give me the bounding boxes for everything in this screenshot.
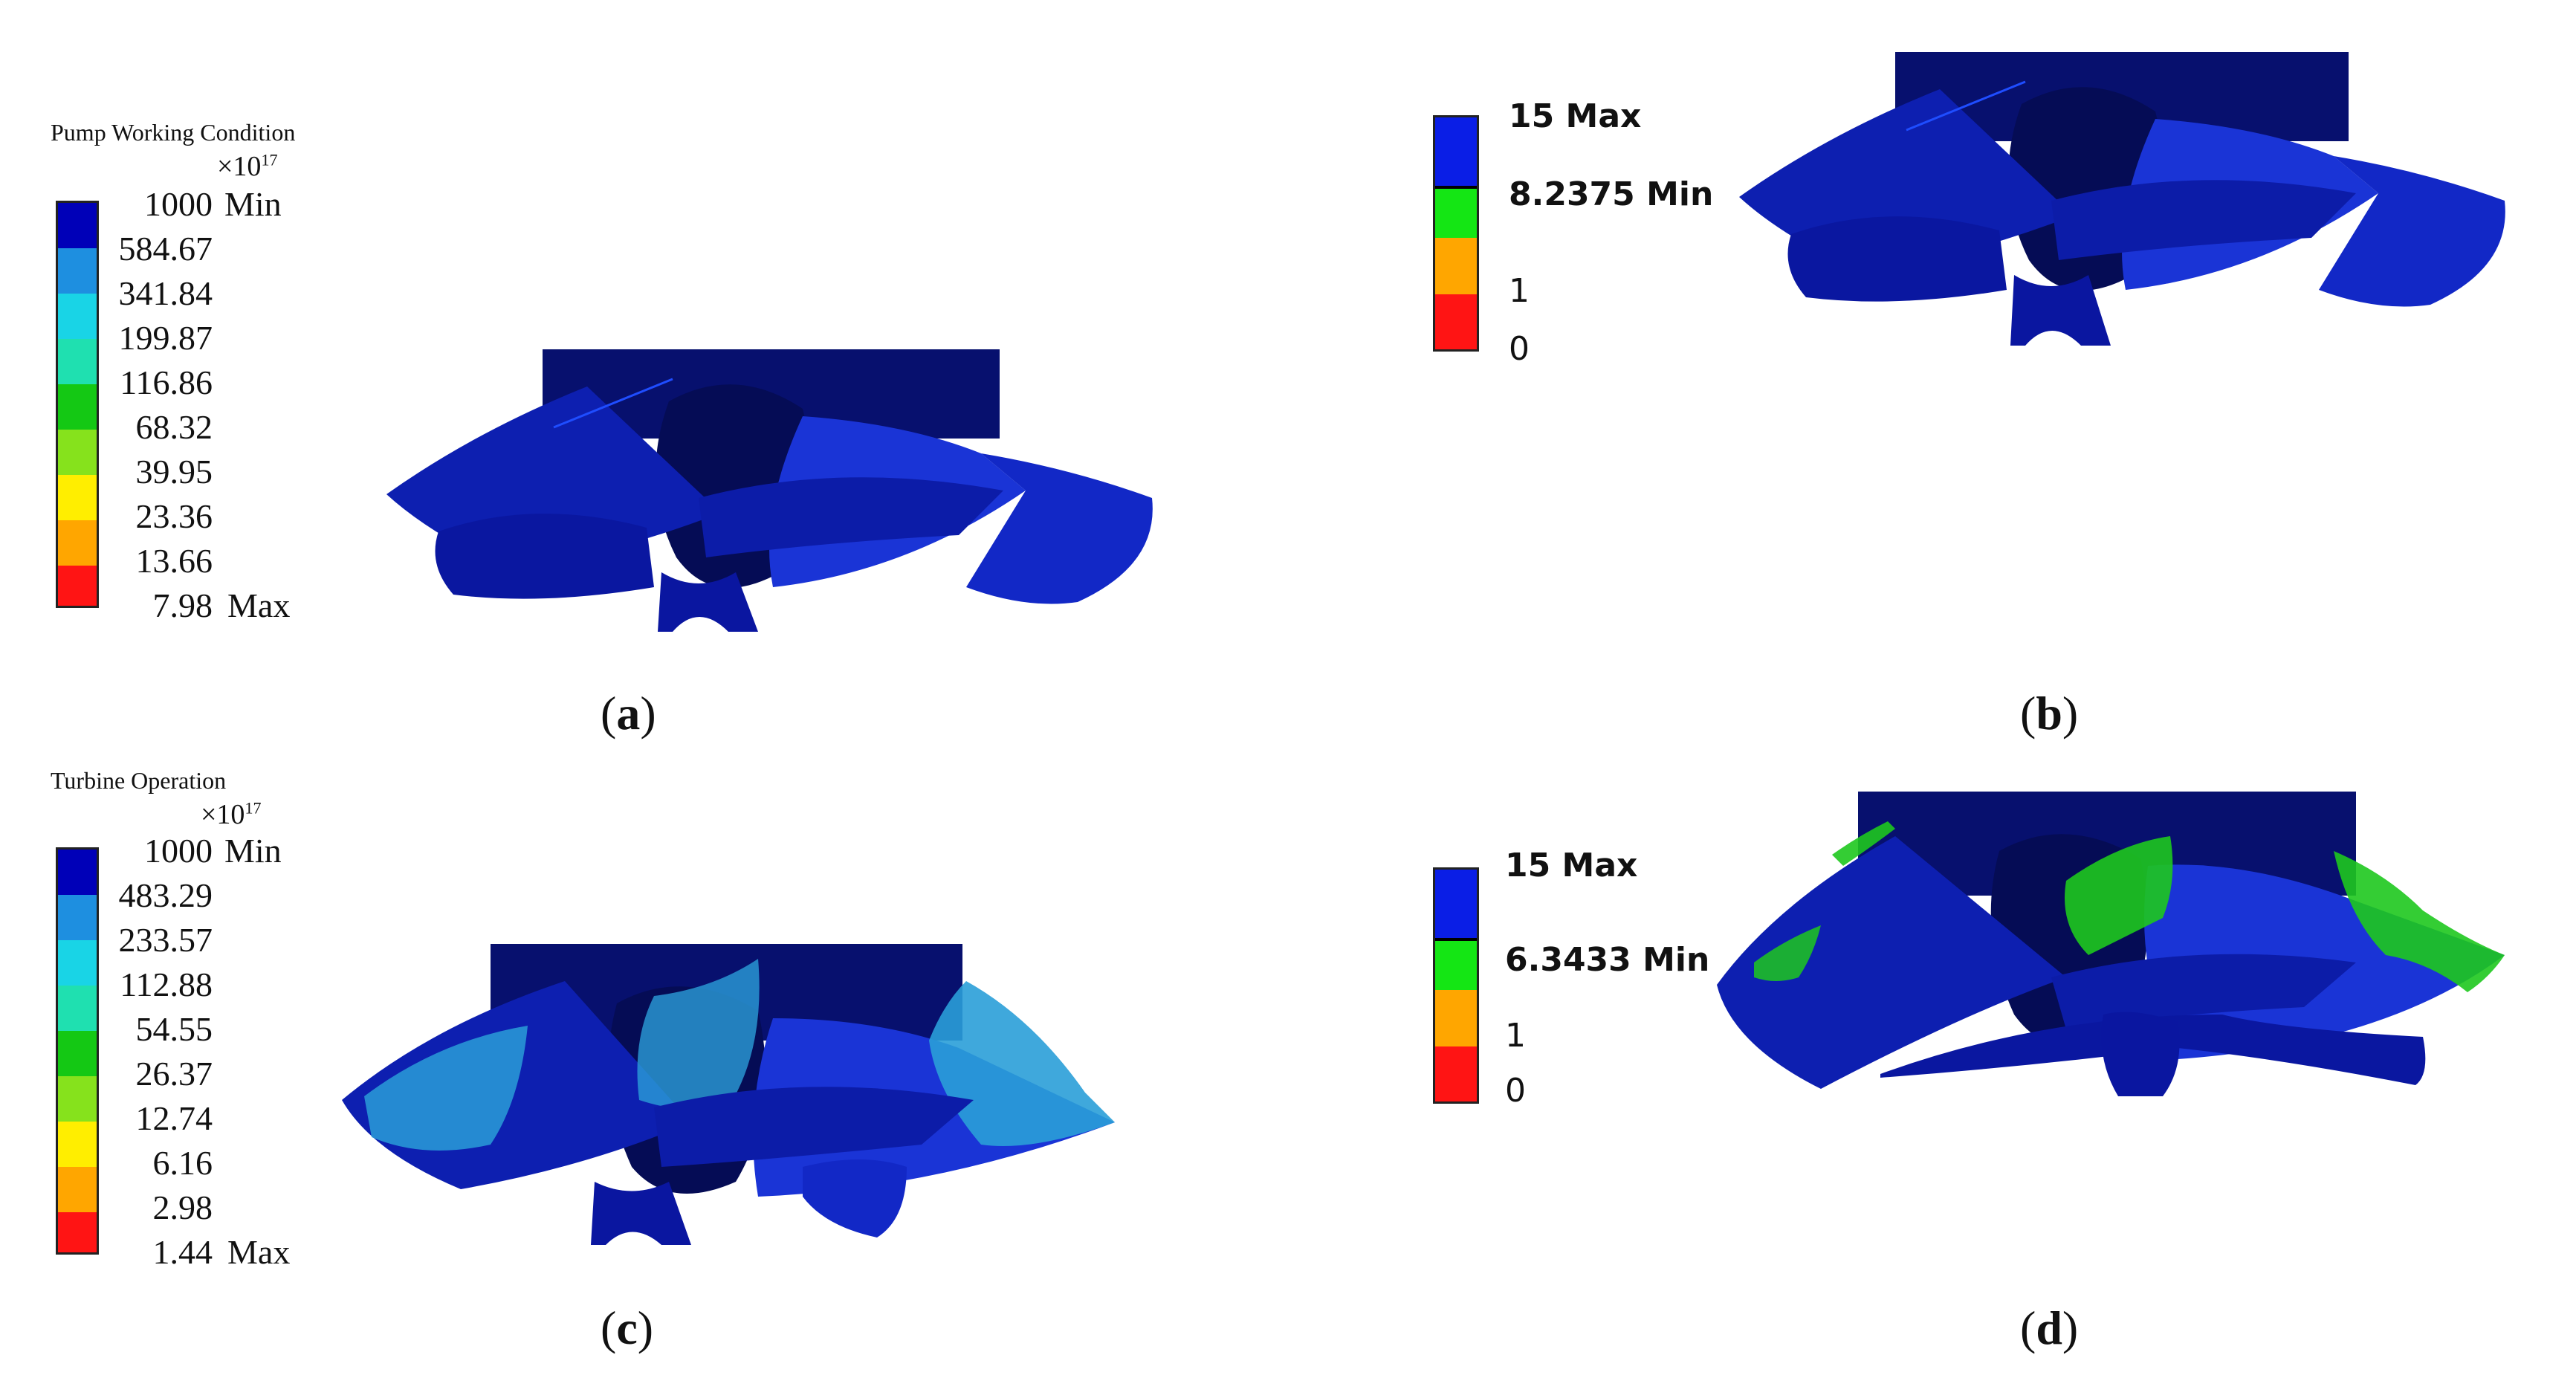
legend-label: 68.32 xyxy=(135,408,213,446)
legend-swatch xyxy=(58,520,97,566)
legend-label: 1000 xyxy=(144,185,213,223)
panel-d-impeller-render xyxy=(1717,792,2505,1096)
legend-label: 6.16 xyxy=(152,1144,213,1182)
legend-label: 1.44 xyxy=(152,1233,213,1271)
legend-swatch xyxy=(58,940,97,986)
legend-swatch xyxy=(1435,1046,1477,1101)
legend-label: 23.36 xyxy=(135,497,213,535)
legend-swatch xyxy=(58,430,97,475)
legend-swatch xyxy=(58,294,97,339)
legend-swatch xyxy=(1435,117,1477,186)
legend-swatch xyxy=(1435,238,1477,294)
legend-label: 2.98 xyxy=(152,1188,213,1226)
legend-label: 7.98 xyxy=(152,586,213,624)
legend-swatch xyxy=(58,566,97,606)
legend-swatch xyxy=(58,986,97,1031)
caption-c: (c) xyxy=(601,1301,654,1354)
panel-a-color-legend xyxy=(56,201,99,608)
legend-swatch xyxy=(58,339,97,384)
legend-label: 13.66 xyxy=(135,542,213,580)
panel-d-color-legend xyxy=(1433,867,1479,1104)
legend-swatch xyxy=(1435,941,1477,990)
legend-label: 8.2375 Min xyxy=(1509,175,1714,213)
legend-label: 483.29 xyxy=(118,876,213,914)
legend-swatch xyxy=(1435,938,1477,941)
caption-a: (a) xyxy=(601,687,656,740)
legend-swatch xyxy=(1435,189,1477,238)
panel-a-title: Pump Working Condition xyxy=(51,119,296,146)
panel-c-color-legend xyxy=(56,847,99,1255)
panel-a-scale-factor: ×1017 xyxy=(217,150,278,182)
legend-swatch xyxy=(1435,870,1477,938)
legend-label: 15 Max xyxy=(1505,847,1638,884)
panel-c-scale-factor: ×1017 xyxy=(201,798,262,830)
caption-d: (d) xyxy=(2020,1301,2079,1354)
legend-label: 54.55 xyxy=(135,1010,213,1048)
panel-b-color-legend xyxy=(1433,115,1479,352)
legend-swatch xyxy=(58,203,97,248)
legend-label: 199.87 xyxy=(118,319,213,357)
legend-label: 233.57 xyxy=(118,921,213,959)
legend-swatch xyxy=(58,1122,97,1167)
legend-swatch xyxy=(58,1031,97,1076)
legend-label: 112.88 xyxy=(120,965,213,1003)
legend-label: 584.67 xyxy=(118,230,213,268)
legend-swatch xyxy=(58,895,97,940)
legend-swatch xyxy=(58,1167,97,1212)
legend-label: 6.3433 Min xyxy=(1505,941,1710,979)
legend-swatch xyxy=(1435,294,1477,349)
legend-label: 15 Max xyxy=(1509,97,1642,135)
legend-label: 0 xyxy=(1509,330,1530,368)
legend-label: 116.86 xyxy=(120,363,213,401)
legend-swatch xyxy=(58,850,97,895)
legend-label: 341.84 xyxy=(118,274,213,312)
legend-max-tag: Max xyxy=(227,1233,291,1271)
legend-swatch xyxy=(58,475,97,520)
caption-b: (b) xyxy=(2020,687,2079,740)
legend-min-tag: Min xyxy=(224,832,282,870)
legend-label: 39.95 xyxy=(135,453,213,491)
panel-c-impeller-render xyxy=(342,944,1115,1245)
legend-label: 12.74 xyxy=(135,1099,213,1137)
panel-c-title: Turbine Operation xyxy=(51,767,227,794)
panel-a-impeller-render xyxy=(386,349,1153,632)
legend-swatch xyxy=(1435,186,1477,189)
legend-label: 1 xyxy=(1509,272,1530,310)
panel-b-impeller-render xyxy=(1739,52,2505,346)
legend-swatch xyxy=(58,1212,97,1252)
legend-min-tag: Min xyxy=(224,185,282,223)
legend-label: 0 xyxy=(1505,1072,1526,1110)
legend-swatch xyxy=(58,1076,97,1122)
legend-label: 26.37 xyxy=(135,1055,213,1093)
legend-label: 1000 xyxy=(144,832,213,870)
legend-label: 1 xyxy=(1505,1017,1526,1055)
legend-max-tag: Max xyxy=(227,586,291,624)
legend-swatch xyxy=(1435,990,1477,1046)
legend-swatch xyxy=(58,384,97,430)
legend-swatch xyxy=(58,248,97,294)
